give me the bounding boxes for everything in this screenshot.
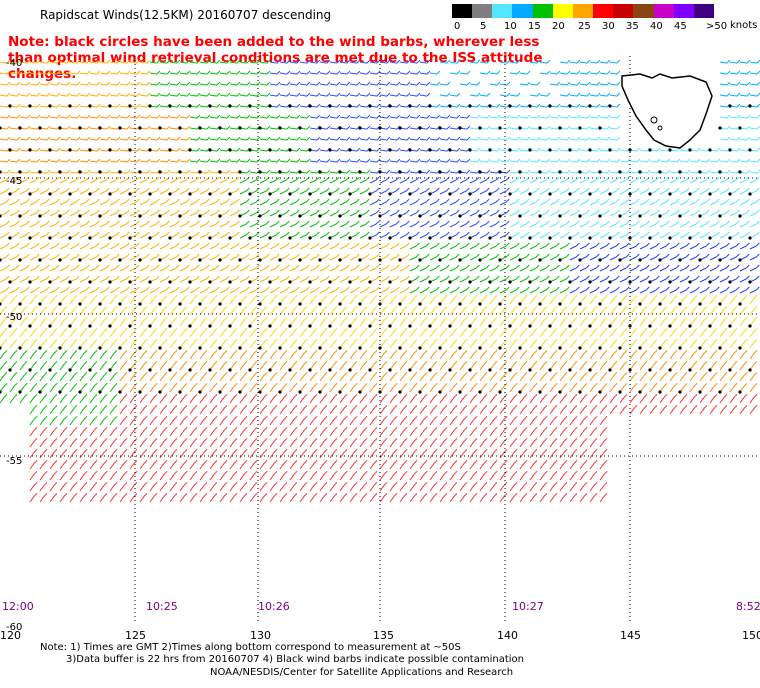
contamination-note: Note: black circles have been added to t… xyxy=(8,34,543,82)
scale-swatch xyxy=(673,4,695,18)
time-label: 10:25 xyxy=(146,600,178,613)
scale-unit: knots xyxy=(730,20,758,31)
scale-swatch xyxy=(512,4,534,18)
map-title: Rapidscat Winds(12.5KM) 20160707 descend… xyxy=(40,8,332,22)
grid-lines xyxy=(0,56,760,621)
scale-label: 0 xyxy=(454,21,461,32)
time-label: 8:52 xyxy=(736,600,760,613)
footer-note-1: Note: 1) Times are GMT 2)Times along bot… xyxy=(40,642,461,653)
scale-swatch xyxy=(613,4,634,18)
footer-note-2: 3)Data buffer is 22 hrs from 20160707 4)… xyxy=(66,654,524,665)
longitude-label: 145 xyxy=(620,629,641,642)
scale-label: 30 xyxy=(602,21,615,32)
footer-credit: NOAA/NESDIS/Center for Satellite Applica… xyxy=(210,667,514,678)
latitude-label: -55 xyxy=(6,456,23,467)
scale-label: 15 xyxy=(528,21,541,32)
longitude-label: 130 xyxy=(250,629,271,642)
scale-label: 10 xyxy=(504,21,517,32)
latitude-label: -40 xyxy=(6,58,23,69)
scale-swatch xyxy=(472,4,493,18)
longitude-label: 135 xyxy=(373,629,394,642)
longitude-label: 140 xyxy=(497,629,518,642)
latitude-label: -45 xyxy=(6,176,23,187)
wind-map xyxy=(0,56,760,621)
tasmania-coastline xyxy=(621,73,713,149)
scale-swatch xyxy=(593,4,614,18)
longitude-label: 120 xyxy=(0,629,21,642)
latitude-label: -60 xyxy=(6,622,23,633)
time-label: 12:00 xyxy=(2,600,34,613)
scale-swatch xyxy=(653,4,675,18)
scale-label: 5 xyxy=(480,21,487,32)
longitude-label: 125 xyxy=(125,629,146,642)
scale-label: 25 xyxy=(578,21,591,32)
scale-swatch xyxy=(532,4,554,18)
scale-swatch xyxy=(572,4,594,18)
scale-label: 35 xyxy=(626,21,639,32)
longitude-label: 150 xyxy=(742,629,760,642)
scale-label: 40 xyxy=(650,21,663,32)
scale-swatch xyxy=(492,4,513,18)
time-label: 10:27 xyxy=(512,600,544,613)
scale-swatch xyxy=(552,4,574,18)
scale-label: 45 xyxy=(674,21,687,32)
scale-swatch xyxy=(633,4,655,18)
wind-barb-field xyxy=(0,59,760,503)
latitude-label: -50 xyxy=(6,312,23,323)
time-label: 10:26 xyxy=(258,600,290,613)
scale-swatch xyxy=(452,4,473,18)
scale-swatch xyxy=(693,4,715,18)
scale-label: >50 xyxy=(706,21,728,32)
scale-label: 20 xyxy=(552,21,565,32)
